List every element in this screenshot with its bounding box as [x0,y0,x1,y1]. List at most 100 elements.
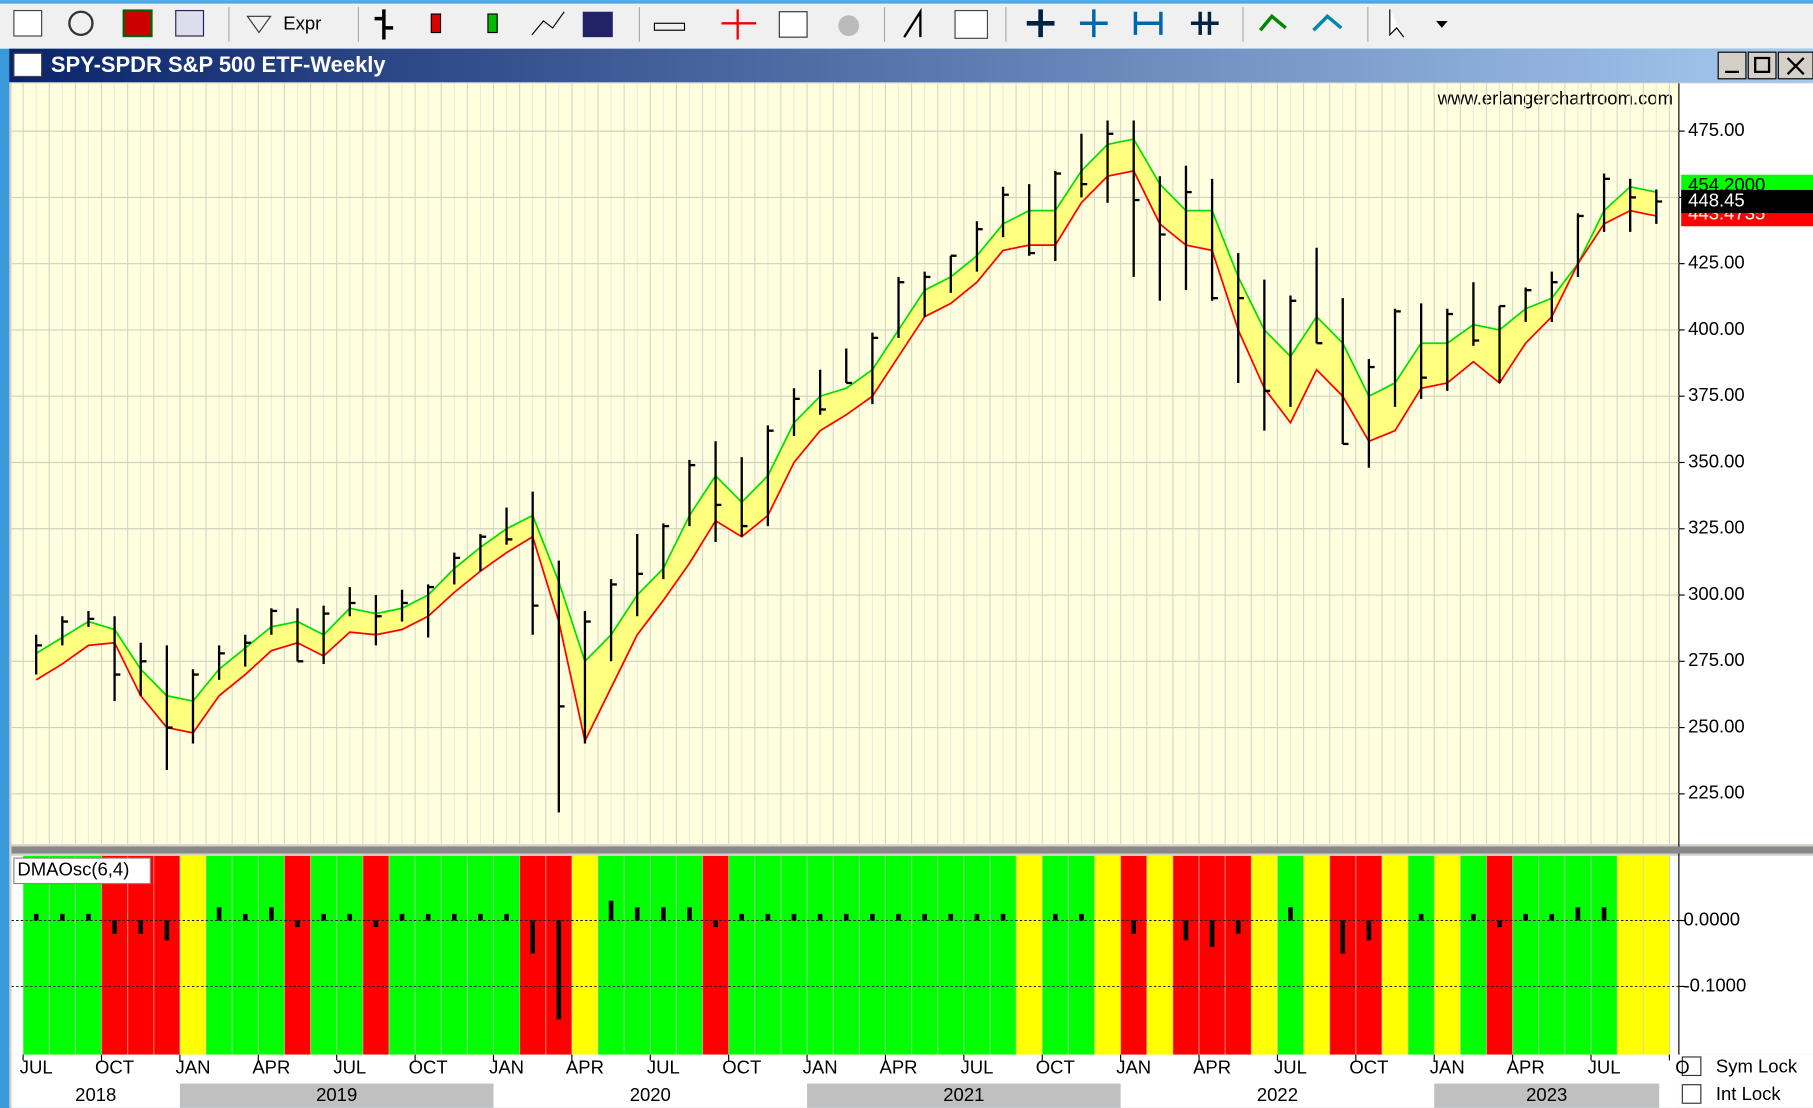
year-label: 2018 [75,1084,116,1105]
year-label: 2021 [943,1084,984,1105]
icon[interactable] [582,11,613,38]
osc-zone [441,855,468,1055]
sym-lock-label[interactable]: Sym Lock [1716,1055,1798,1076]
icon[interactable] [1312,13,1343,32]
year-band [179,1083,494,1108]
year-label: 2020 [630,1084,671,1105]
x-tick-label: JAN [176,1056,211,1077]
osc-zone [284,855,312,1055]
y-tick-label: 400.00 [1688,318,1745,339]
osc-zone [388,855,416,1055]
int-lock-checkbox[interactable] [1681,1084,1702,1104]
window-title: SPY-SPDR S&P 500 ETF-Weekly [51,52,387,77]
maximize-button[interactable] [1747,51,1777,80]
osc-zone [754,855,782,1055]
osc-zone [963,855,991,1055]
y-tick-label: 475.00 [1688,119,1745,140]
icon[interactable] [954,9,989,39]
icon[interactable] [531,11,565,36]
icon[interactable] [1258,13,1287,32]
osc-zone [1512,855,1540,1055]
icon[interactable] [374,9,394,40]
osc-zone [467,855,495,1055]
icon[interactable] [430,13,442,34]
osc-zone [206,855,233,1055]
band-fill [36,139,1657,741]
int-lock-label[interactable]: Int Lock [1716,1083,1782,1104]
icon[interactable] [1389,9,1405,38]
last-value-label: 448.45 [1688,189,1745,210]
icon[interactable] [653,22,686,31]
sym-lock-checkbox[interactable] [1681,1056,1702,1077]
osc-zone [571,855,599,1055]
osc-zone [624,855,651,1055]
osc-zone [650,855,677,1055]
osc-zone [1146,855,1174,1055]
osc-zone [1303,855,1331,1055]
icon[interactable] [721,9,757,40]
osc-zone [1120,855,1148,1055]
osc-zone [1225,855,1252,1055]
osc-zone [598,855,625,1055]
osc-zone [1199,855,1226,1055]
icon[interactable] [487,13,498,34]
icon[interactable] [903,7,922,38]
toolbar-expr[interactable]: Expr [283,12,321,33]
osc-zone [310,855,338,1055]
osc-zone [1355,855,1383,1055]
x-tick-label: JUL [20,1056,53,1077]
price-panel [11,83,1679,845]
osc-zone [780,855,808,1055]
x-tick-label: APR [1193,1056,1231,1077]
icon[interactable] [1079,9,1108,38]
x-tick-label: OCT [1349,1056,1388,1077]
icon[interactable] [1026,9,1055,38]
osc-plot [11,855,1679,1055]
minimize-button[interactable] [1717,51,1747,80]
osc-title: DMAOsc(6,4) [17,859,129,880]
icon[interactable] [838,15,860,36]
icon[interactable] [778,11,808,38]
x-tick-label: OCT [1036,1056,1075,1077]
year-label: 2023 [1526,1084,1567,1105]
icon[interactable] [1436,20,1448,28]
icon[interactable] [1133,11,1163,35]
osc-zone [1329,855,1357,1055]
icon[interactable] [246,15,272,34]
osc-zone [1042,855,1069,1055]
osc-zone [127,855,155,1055]
y-tick-label: 375.00 [1688,384,1745,405]
x-tick-label: APR [879,1056,917,1077]
control-glyphs [1725,56,1805,75]
osc-zone [807,855,834,1055]
osc-zone [1434,855,1461,1055]
osc-zone [519,855,547,1055]
price-plot [11,83,1679,845]
toolbar [0,0,1813,49]
year-band [807,1083,1121,1108]
osc-zone [101,855,129,1055]
icon[interactable] [1190,11,1219,35]
watermark: www.erlangerchartroom.com [1437,87,1673,108]
x-tick-label: JUL [1588,1056,1621,1077]
osc-zone [49,855,76,1055]
icon[interactable] [122,9,153,38]
osc-zone [1564,855,1592,1055]
toolbar-edge [0,0,1813,4]
toolbar-icons: Expr [13,7,1448,42]
x-tick-label: JAN [489,1056,524,1077]
y-tick-label: 225.00 [1688,782,1745,803]
y-tick-label: 425.00 [1688,252,1745,273]
osc-zone [493,855,521,1055]
osc-axis [1678,855,1813,1055]
icon[interactable] [13,9,43,37]
window-icon [13,52,43,78]
icon[interactable] [68,10,94,37]
y-tick-label: -0.1000 [1684,974,1747,995]
last-value-label: 454.2000 [1688,174,1765,195]
osc-zone [989,855,1017,1055]
osc-zone [1381,855,1409,1055]
icon[interactable] [175,9,205,37]
year-label: 2022 [1257,1084,1298,1105]
osc-zone [1643,855,1670,1055]
